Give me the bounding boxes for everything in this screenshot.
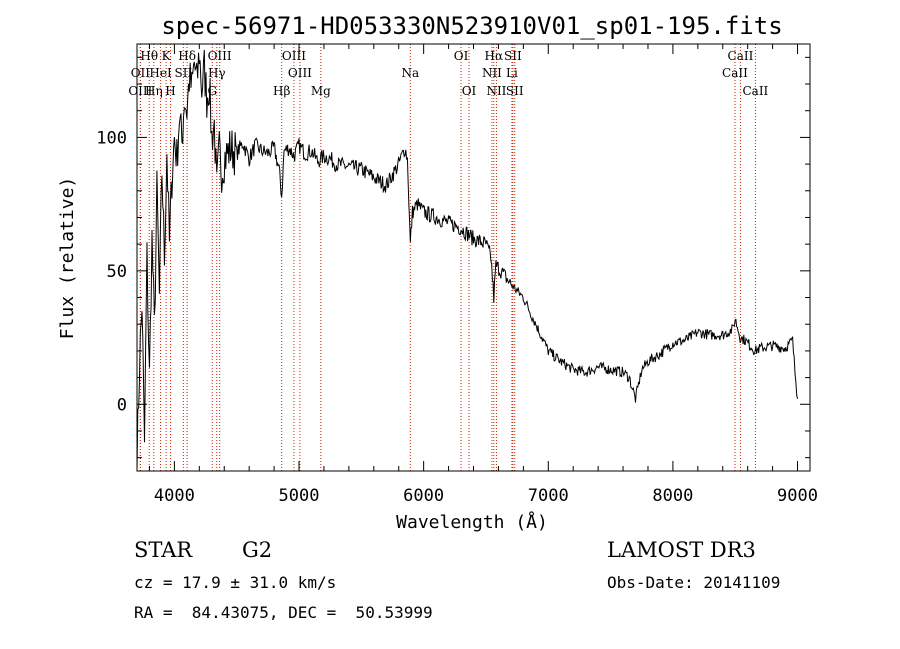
y-tick-label-2: 100	[96, 128, 127, 148]
x-tick-label-3: 7000	[528, 486, 569, 506]
x-axis-ticks: 4000 5000 6000 7000 8000 9000	[148, 44, 818, 506]
line-marker-label-18: OI	[462, 84, 477, 98]
y-tick-label-0: 0	[117, 395, 127, 415]
line-marker-label-17: OI	[454, 49, 469, 63]
line-marker-label-21: NII	[482, 66, 502, 80]
line-marker-label-12: OIII	[282, 49, 306, 63]
spectral-line-markers	[139, 44, 756, 471]
line-marker-label-4: HeI	[149, 66, 172, 80]
line-marker-label-0: Hθ	[140, 49, 158, 63]
line-marker-label-15: Mg	[311, 84, 331, 98]
line-marker-label-22: Li	[506, 66, 518, 80]
line-marker-label-26: CaII	[722, 66, 748, 80]
line-marker-label-8: Hδ	[178, 49, 196, 63]
line-marker-label-24: SII	[506, 84, 524, 98]
line-marker-label-20: SII	[504, 49, 522, 63]
line-marker-label-3: K	[162, 49, 172, 63]
x-tick-label-4: 8000	[652, 486, 693, 506]
y-tick-label-1: 50	[107, 262, 127, 282]
object-type: STAR	[134, 538, 193, 562]
line-marker-label-9: OIII	[208, 49, 232, 63]
coordinates: RA = 84.43075, DEC = 50.53999	[134, 603, 433, 622]
line-marker-label-14: Hβ	[273, 84, 290, 98]
x-tick-label-1: 5000	[279, 486, 320, 506]
spectrum-line	[136, 49, 798, 472]
line-marker-label-7: H	[165, 84, 175, 98]
survey-name: LAMOST DR3	[607, 538, 756, 562]
y-axis-ticks: 0 50 100	[96, 56, 810, 459]
x-tick-label-5: 9000	[777, 486, 818, 506]
obs-date: Obs-Date: 20141109	[607, 573, 781, 592]
line-marker-label-27: CaII	[742, 84, 768, 98]
x-axis-label: Wavelength (Å)	[396, 511, 548, 533]
object-subclass: G2	[242, 538, 273, 562]
x-tick-label-0: 4000	[154, 486, 195, 506]
line-marker-label-19: Hα	[485, 49, 504, 63]
line-marker-label-16: Na	[401, 66, 419, 80]
chart-title: spec-56971-HD053330N523910V01_sp01-195.f…	[161, 12, 782, 40]
x-tick-label-2: 6000	[403, 486, 444, 506]
line-marker-label-13: OIII	[288, 66, 312, 80]
line-marker-label-1: OII	[131, 66, 151, 80]
line-marker-label-25: CaII	[728, 49, 754, 63]
line-marker-label-11: G	[207, 84, 217, 98]
line-marker-label-10: Hγ	[208, 66, 226, 80]
line-marker-label-6: SII	[175, 66, 193, 80]
plot-frame	[136, 43, 811, 472]
y-axis-label: Flux (relative)	[57, 177, 78, 340]
line-marker-label-2: OIII	[128, 84, 152, 98]
redshift-value: cz = 17.9 ± 31.0 km/s	[134, 573, 337, 592]
line-marker-label-23: NII	[486, 84, 506, 98]
line-marker-label-5: Hη	[145, 84, 163, 98]
